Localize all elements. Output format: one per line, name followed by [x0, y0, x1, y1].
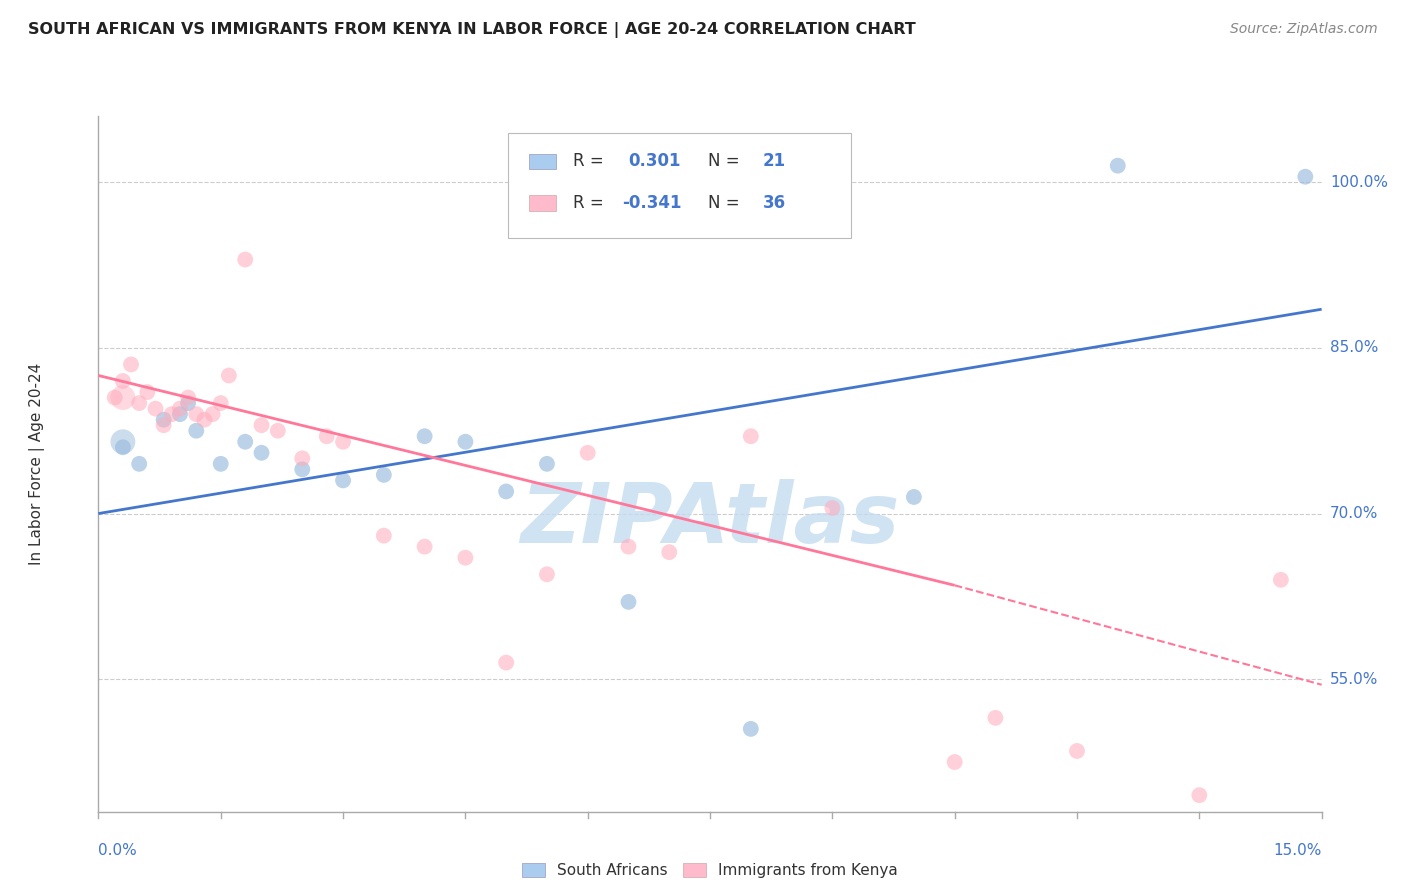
Point: [332, 434, 354, 449]
Point: [193, 412, 215, 426]
FancyBboxPatch shape: [529, 153, 555, 169]
Point: [740, 429, 762, 443]
Point: [454, 550, 477, 565]
Point: [111, 440, 134, 454]
Text: N =: N =: [707, 194, 744, 212]
Point: [291, 451, 314, 466]
Point: [111, 434, 134, 449]
Text: 21: 21: [762, 153, 786, 170]
Point: [128, 457, 150, 471]
Point: [128, 396, 150, 410]
Point: [233, 252, 256, 267]
Point: [315, 429, 337, 443]
Point: [120, 358, 142, 372]
Point: [1294, 169, 1316, 184]
Point: [495, 656, 517, 670]
Point: [201, 407, 224, 421]
Point: [821, 501, 844, 516]
Text: 55.0%: 55.0%: [1330, 672, 1378, 687]
Point: [1188, 788, 1211, 802]
Text: 15.0%: 15.0%: [1274, 843, 1322, 858]
Point: [160, 407, 183, 421]
Point: [145, 401, 167, 416]
FancyBboxPatch shape: [529, 195, 555, 211]
Point: [104, 391, 127, 405]
Point: [177, 396, 200, 410]
Text: 36: 36: [762, 194, 786, 212]
Legend: South Africans, Immigrants from Kenya: South Africans, Immigrants from Kenya: [516, 857, 904, 884]
Point: [617, 540, 640, 554]
Text: N =: N =: [707, 153, 744, 170]
Point: [267, 424, 290, 438]
Text: In Labor Force | Age 20-24: In Labor Force | Age 20-24: [30, 363, 45, 565]
Point: [373, 467, 395, 482]
Point: [291, 462, 314, 476]
Text: ZIPAtlas: ZIPAtlas: [520, 479, 900, 560]
Text: -0.341: -0.341: [621, 194, 682, 212]
Point: [186, 407, 208, 421]
Point: [209, 457, 232, 471]
Point: [413, 429, 436, 443]
Text: 100.0%: 100.0%: [1330, 175, 1388, 190]
Point: [186, 424, 208, 438]
Text: R =: R =: [574, 194, 609, 212]
Text: R =: R =: [574, 153, 609, 170]
Point: [943, 755, 966, 769]
Point: [903, 490, 925, 504]
Point: [1107, 159, 1129, 173]
Point: [169, 407, 191, 421]
Point: [169, 401, 191, 416]
Point: [373, 528, 395, 542]
Point: [233, 434, 256, 449]
Point: [111, 374, 134, 388]
Point: [617, 595, 640, 609]
Point: [332, 474, 354, 488]
Text: Source: ZipAtlas.com: Source: ZipAtlas.com: [1230, 22, 1378, 37]
Point: [413, 540, 436, 554]
Text: 0.0%: 0.0%: [98, 843, 138, 858]
Point: [984, 711, 1007, 725]
Point: [250, 418, 273, 433]
Point: [576, 446, 599, 460]
Point: [152, 412, 174, 426]
Text: 85.0%: 85.0%: [1330, 341, 1378, 355]
FancyBboxPatch shape: [508, 134, 851, 238]
Text: 70.0%: 70.0%: [1330, 506, 1378, 521]
Point: [250, 446, 273, 460]
Point: [658, 545, 681, 559]
Point: [111, 391, 134, 405]
Point: [136, 385, 159, 400]
Point: [495, 484, 517, 499]
Point: [1270, 573, 1292, 587]
Point: [740, 722, 762, 736]
Text: 0.301: 0.301: [628, 153, 681, 170]
Point: [536, 567, 558, 582]
Point: [209, 396, 232, 410]
Point: [1066, 744, 1088, 758]
Point: [454, 434, 477, 449]
Point: [177, 391, 200, 405]
Text: SOUTH AFRICAN VS IMMIGRANTS FROM KENYA IN LABOR FORCE | AGE 20-24 CORRELATION CH: SOUTH AFRICAN VS IMMIGRANTS FROM KENYA I…: [28, 22, 915, 38]
Point: [536, 457, 558, 471]
Point: [218, 368, 240, 383]
Point: [152, 418, 174, 433]
